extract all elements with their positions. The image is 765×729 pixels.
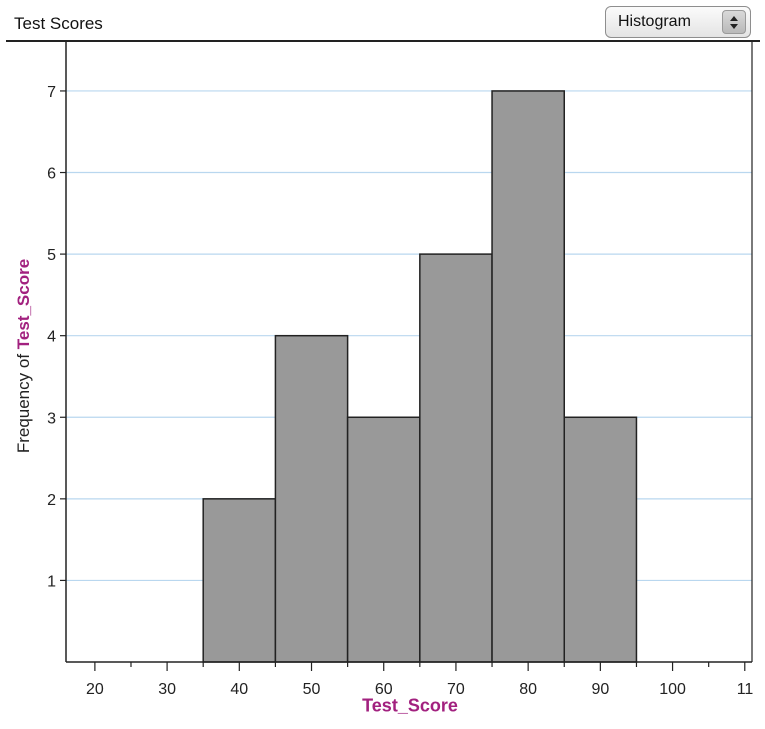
y-tick-label: 4 (47, 329, 56, 346)
histogram-bar[interactable] (202, 498, 277, 663)
x-tick-label: 20 (86, 681, 104, 698)
y-axis-label: Frequency of Test_Score (14, 259, 34, 453)
x-tick-label: 40 (230, 681, 248, 698)
x-tick-label: 80 (519, 681, 537, 698)
x-tick-label: 50 (303, 681, 321, 698)
x-axis-label[interactable]: Test_Score (362, 695, 458, 716)
x-tick-label: 100 (659, 681, 686, 698)
x-tick-label: 11 (737, 681, 754, 698)
x-tick-label: 70 (447, 681, 465, 698)
title-divider (6, 40, 760, 42)
x-tick-label: 90 (591, 681, 609, 698)
histogram-bar[interactable] (346, 416, 421, 663)
histogram-bar[interactable] (563, 416, 638, 663)
y-tick-label: 7 (47, 84, 56, 101)
histogram-bar[interactable] (419, 253, 493, 663)
y-tick-label: 5 (47, 247, 56, 264)
histogram-bar[interactable] (491, 90, 566, 663)
select-arrows-icon[interactable] (722, 10, 746, 34)
graph-type-select[interactable]: Histogram (605, 6, 751, 38)
histogram-bar[interactable] (274, 334, 349, 663)
x-tick-label: 60 (375, 681, 393, 698)
y-axis-label-attribute[interactable]: Test_Score (14, 258, 33, 350)
x-tick-label: 30 (158, 681, 176, 698)
y-axis-label-prefix: Frequency of (14, 349, 33, 454)
graph-type-value: Histogram (618, 13, 691, 30)
y-tick-label: 6 (47, 166, 56, 183)
y-tick-label: 2 (47, 492, 56, 509)
y-tick-label: 1 (47, 573, 56, 590)
graph-title: Test Scores (14, 14, 103, 33)
y-tick-label: 3 (47, 410, 56, 427)
